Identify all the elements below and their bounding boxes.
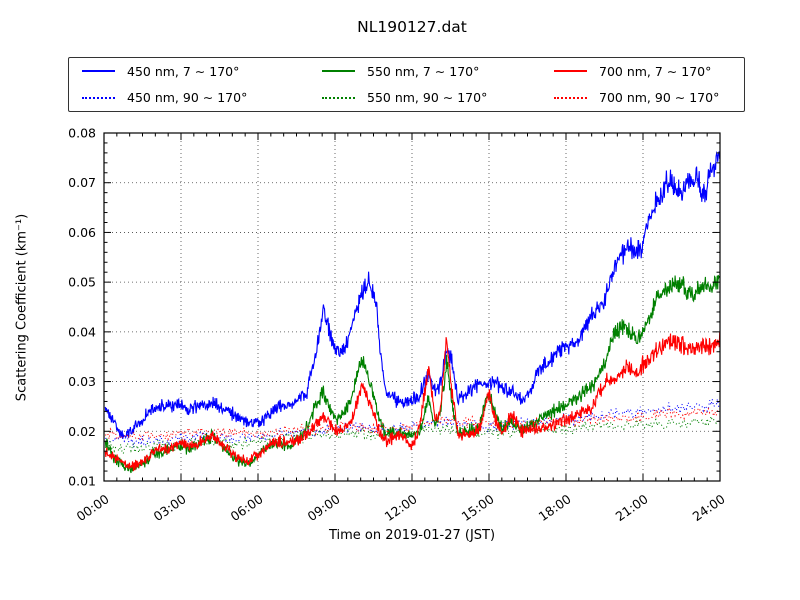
- y-tick-label: 0.01: [68, 474, 96, 489]
- x-tick-label: 24:00: [690, 491, 728, 524]
- legend-line-sample: [322, 70, 355, 73]
- legend-label: 450 nm, 7 ∼ 170°: [127, 63, 240, 79]
- chart-title: NL190127.dat: [357, 18, 467, 36]
- legend-line-sample: [554, 96, 587, 99]
- series-line: [104, 332, 720, 472]
- x-tick-label: 06:00: [228, 491, 266, 524]
- legend-line-sample: [322, 96, 355, 99]
- y-tick-label: 0.03: [68, 374, 96, 389]
- x-tick-label: 09:00: [305, 491, 343, 524]
- legend-entry: 700 nm, 7 ∼ 170°: [541, 58, 744, 85]
- series-line: [104, 416, 720, 456]
- y-tick-label: 0.04: [68, 324, 96, 339]
- y-tick-label: 0.07: [68, 175, 96, 190]
- x-tick-label: 12:00: [382, 491, 420, 524]
- legend-label: 450 nm, 90 ∼ 170°: [127, 90, 248, 106]
- x-tick-label: 15:00: [459, 491, 497, 524]
- x-tick-label: 00:00: [74, 491, 112, 524]
- legend-entry: 700 nm, 90 ∼ 170°: [541, 85, 744, 112]
- legend-entry: 550 nm, 90 ∼ 170°: [309, 85, 541, 112]
- legend-entry: 450 nm, 7 ∼ 170°: [69, 58, 309, 85]
- legend-entry: 450 nm, 90 ∼ 170°: [69, 85, 309, 112]
- legend-label: 550 nm, 90 ∼ 170°: [367, 90, 488, 106]
- axis-ticks: [103, 132, 721, 482]
- x-tick-label: 21:00: [613, 491, 651, 524]
- legend-entry: 550 nm, 7 ∼ 170°: [309, 58, 541, 85]
- y-tick-label: 0.05: [68, 275, 96, 290]
- legend-label: 700 nm, 7 ∼ 170°: [599, 63, 712, 79]
- series-line: [104, 150, 720, 439]
- x-axis-label: Time on 2019-01-27 (JST): [328, 528, 496, 543]
- legend-label: 700 nm, 90 ∼ 170°: [599, 90, 720, 106]
- legend: 450 nm, 7 ∼ 170° 450 nm, 90 ∼ 170° 550 nm,…: [68, 57, 745, 112]
- data-series: [104, 150, 720, 474]
- x-tick-label: 18:00: [536, 491, 574, 524]
- y-tick-label: 0.06: [68, 225, 96, 240]
- y-tick-label: 0.08: [68, 126, 96, 141]
- grid-lines: [104, 133, 720, 481]
- y-tick-label: 0.02: [68, 424, 96, 439]
- x-tick-label: 03:00: [151, 491, 189, 524]
- legend-label: 550 nm, 7 ∼ 170°: [367, 63, 480, 79]
- legend-line-sample: [82, 96, 115, 99]
- legend-line-sample: [554, 70, 587, 73]
- legend-line-sample: [82, 70, 115, 73]
